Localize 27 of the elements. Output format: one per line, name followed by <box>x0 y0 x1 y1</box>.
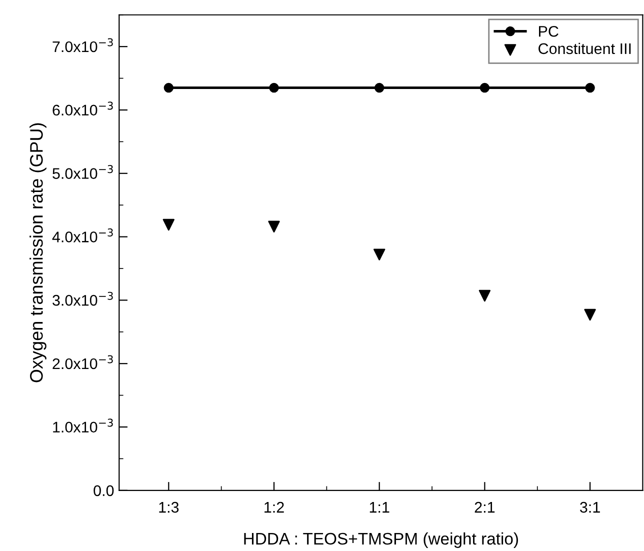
x-axis-title: HDDA : TEOS+TMSPM (weight ratio) <box>244 532 518 548</box>
x-tick-label: 1:2 <box>264 502 284 513</box>
y-tick-label: 7.0x10$^{−3}$ <box>52 38 113 52</box>
point <box>584 308 596 321</box>
point <box>269 82 279 93</box>
y-tick-label: 4.0x10$^{−3}$ <box>52 228 113 242</box>
point <box>162 218 174 231</box>
y-tick-label: 5.0x10$^{−3}$ <box>52 165 113 179</box>
y-axis-title: Oxygen transmission rate (GPU) <box>30 123 46 382</box>
point <box>374 248 386 260</box>
point <box>374 82 384 93</box>
point <box>585 82 595 93</box>
point <box>268 220 280 232</box>
point <box>478 290 491 302</box>
point <box>164 82 174 93</box>
x-tick-label: 1:3 <box>159 502 179 513</box>
y-tick-label: 1.0x10$^{−3}$ <box>53 418 113 433</box>
point <box>480 82 490 93</box>
y-tick-label: 3.0x10$^{−3}$ <box>52 292 113 306</box>
x-tick-label: 1:1 <box>370 502 390 513</box>
y-tick-label: 6.0x10$^{−3}$ <box>52 102 113 116</box>
x-tick-label: 2:1 <box>474 502 495 513</box>
y-tick-label: 2.0x10$^{−3}$ <box>52 355 113 370</box>
legend-label: PC <box>539 26 558 37</box>
legend-label: Constituent III <box>538 42 631 54</box>
x-tick-label: 3:1 <box>580 502 600 513</box>
y-tick-label: 0.0 <box>94 485 114 496</box>
